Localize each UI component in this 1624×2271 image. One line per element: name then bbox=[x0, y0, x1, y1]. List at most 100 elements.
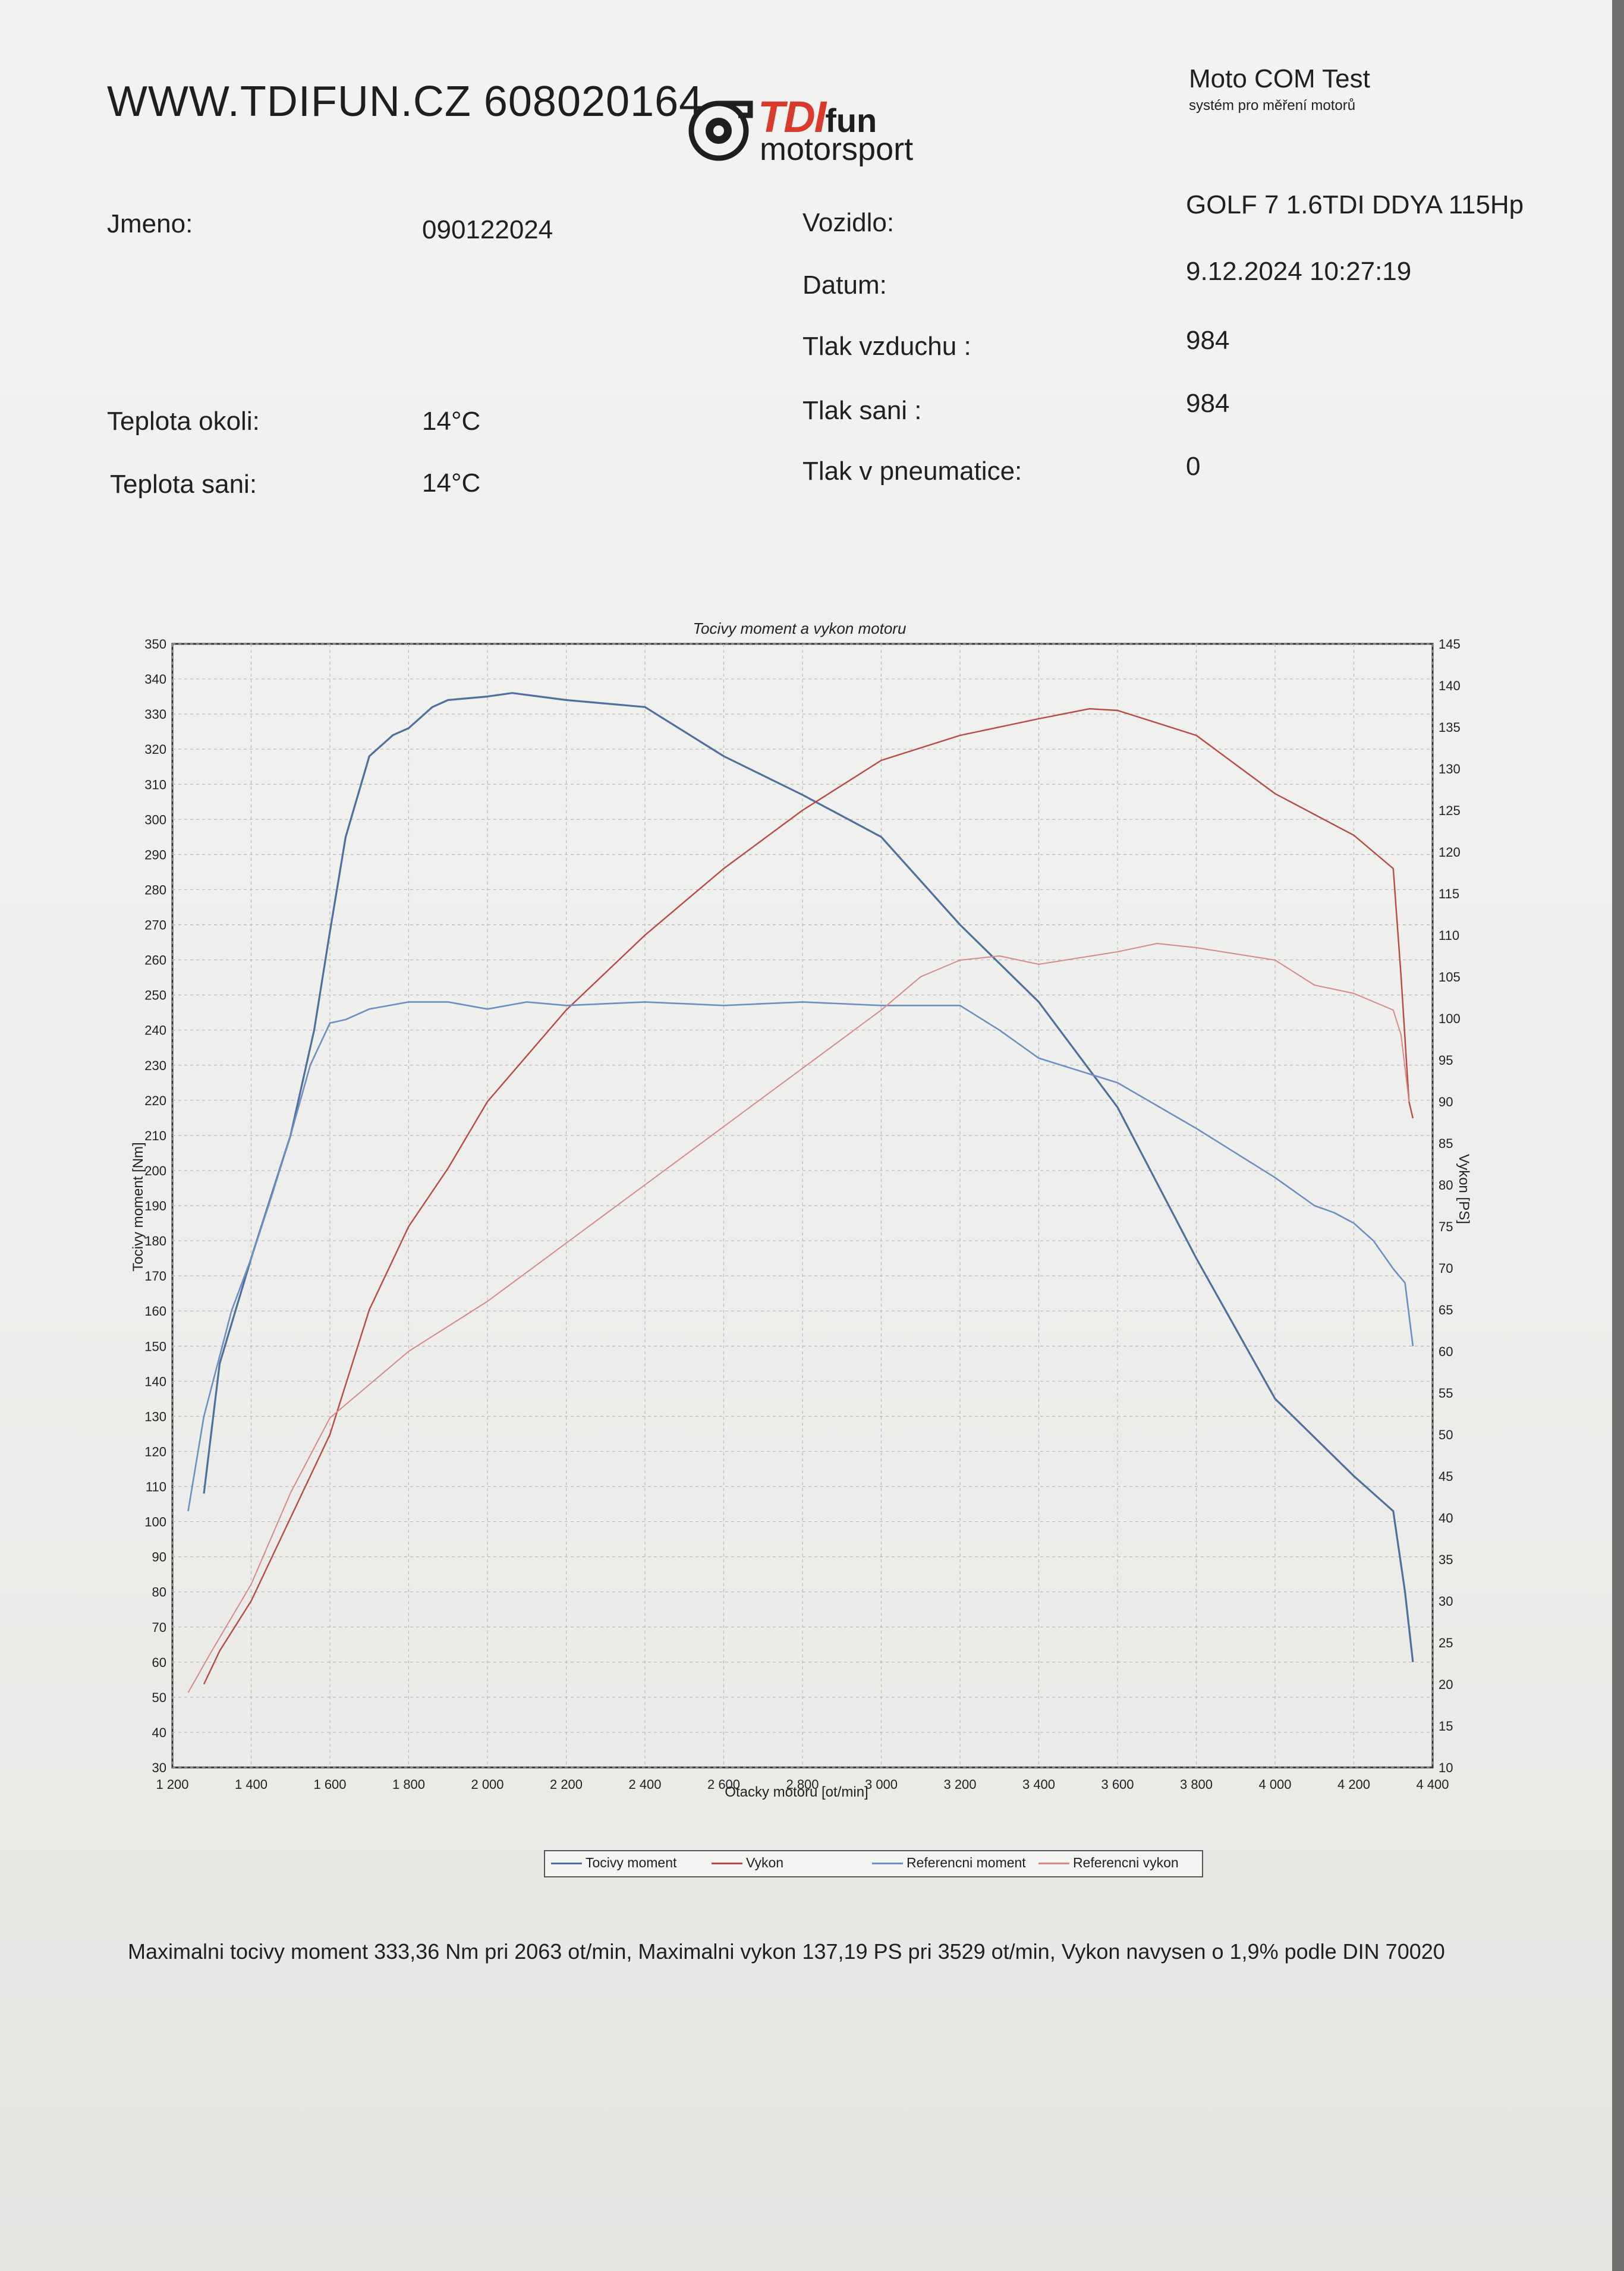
x-tick-label: 1 200 bbox=[156, 1777, 188, 1792]
y2-tick-label: 105 bbox=[1439, 970, 1461, 984]
y2-tick-label: 145 bbox=[1439, 637, 1461, 652]
y2-tick-label: 140 bbox=[1439, 678, 1461, 693]
turbo-icon bbox=[688, 100, 753, 161]
logo-brand-suffix: fun bbox=[825, 102, 877, 139]
website-phone: WWW.TDIFUN.CZ 608020164 bbox=[107, 78, 704, 125]
y2-tick-label: 60 bbox=[1439, 1344, 1453, 1359]
system-name: Moto COM Test bbox=[1189, 64, 1370, 93]
y2-tick-label: 120 bbox=[1439, 845, 1461, 860]
y-tick-label: 250 bbox=[144, 988, 166, 1003]
y-tick-label: 120 bbox=[144, 1444, 166, 1459]
legend-item-ref-torque: Referencni moment bbox=[872, 1855, 1026, 1871]
y2-tick-label: 100 bbox=[1439, 1011, 1461, 1026]
legend-item-ref-power: Referencni vykon bbox=[1038, 1855, 1179, 1871]
teplota-sani-label: Teplota sani: bbox=[110, 470, 257, 499]
y2-tick-label: 20 bbox=[1439, 1677, 1453, 1692]
y-tick-label: 60 bbox=[152, 1655, 166, 1670]
y2-tick-label: 70 bbox=[1439, 1261, 1453, 1276]
y-tick-label: 260 bbox=[144, 953, 166, 968]
y2-tick-label: 65 bbox=[1439, 1303, 1453, 1317]
chart-legend: Tocivy moment Vykon Referencni moment Re… bbox=[544, 1850, 1203, 1877]
y-tick-label: 210 bbox=[144, 1128, 166, 1143]
x-tick-label: 2 400 bbox=[628, 1777, 661, 1792]
summary-line: Maximalni tocivy moment 333,36 Nm pri 20… bbox=[128, 1939, 1445, 1964]
x-tick-label: 3 400 bbox=[1022, 1777, 1055, 1792]
y-tick-label: 150 bbox=[144, 1339, 166, 1354]
y2-tick-label: 110 bbox=[1439, 928, 1459, 943]
y2-tick-label: 15 bbox=[1439, 1719, 1453, 1734]
x-tick-label: 1 400 bbox=[235, 1777, 267, 1792]
y-tick-label: 330 bbox=[144, 707, 166, 722]
series-line-torque bbox=[203, 692, 1414, 1662]
y-tick-label: 220 bbox=[144, 1093, 166, 1108]
y2-tick-label: 10 bbox=[1439, 1760, 1453, 1775]
y2-tick-label: 135 bbox=[1439, 720, 1461, 735]
y-tick-label: 270 bbox=[144, 918, 166, 933]
y-tick-label: 350 bbox=[144, 637, 166, 652]
vozidlo-value: GOLF 7 1.6TDI DDYA 115Hp bbox=[1186, 190, 1524, 219]
vozidlo-label: Vozidlo: bbox=[802, 208, 895, 237]
legend-swatch bbox=[551, 1863, 582, 1865]
dyno-chart: 30 40 50 60 70 80 90 100 110 120 130 140 150 160 170 18… bbox=[130, 619, 1472, 1800]
datum-value: 9.12.2024 10:27:19 bbox=[1186, 257, 1412, 286]
y-tick-label: 180 bbox=[144, 1234, 166, 1248]
chart-title: Tocivy moment a vykon motoru bbox=[693, 619, 907, 637]
y2-tick-label: 50 bbox=[1439, 1427, 1453, 1442]
datum-label: Datum: bbox=[802, 270, 887, 300]
tlak-pneumatice-label: Tlak v pneumatice: bbox=[802, 457, 1022, 486]
y-tick-label: 200 bbox=[144, 1163, 166, 1178]
y-tick-label: 160 bbox=[144, 1304, 166, 1319]
x-tick-label: 2 800 bbox=[786, 1777, 819, 1792]
series-line-power bbox=[203, 707, 1414, 1685]
tdifun-logo: TDIfun motorsport bbox=[684, 89, 945, 167]
teplota-okoli-label: Teplota okoli: bbox=[107, 407, 260, 436]
y2-tick-label: 30 bbox=[1439, 1594, 1453, 1609]
y-tick-label: 70 bbox=[152, 1620, 166, 1635]
y2-tick-label: 25 bbox=[1439, 1635, 1453, 1650]
y-tick-label: 170 bbox=[144, 1269, 166, 1284]
y2-tick-label: 130 bbox=[1439, 762, 1461, 776]
x-tick-label: 2 200 bbox=[550, 1777, 583, 1792]
legend-item-torque: Tocivy moment bbox=[551, 1855, 676, 1871]
y-tick-label: 290 bbox=[144, 847, 166, 862]
x-tick-label: 2 600 bbox=[707, 1777, 740, 1792]
y2-tick-label: 85 bbox=[1439, 1136, 1453, 1151]
x-tick-label: 2 000 bbox=[471, 1777, 503, 1792]
x-axis-label: Otacky motoru [ot/min] bbox=[725, 1784, 868, 1800]
y-tick-label: 50 bbox=[152, 1690, 166, 1705]
legend-item-power: Vykon bbox=[712, 1855, 783, 1871]
y-tick-label: 190 bbox=[144, 1199, 166, 1213]
system-subtitle: systém pro měření motorů bbox=[1189, 97, 1356, 114]
y2-tick-label: 75 bbox=[1439, 1219, 1453, 1234]
y2-tick-label: 40 bbox=[1439, 1511, 1453, 1525]
x-tick-label: 1 800 bbox=[392, 1777, 425, 1792]
x-tick-label: 4 400 bbox=[1416, 1777, 1449, 1792]
x-tick-label: 4 200 bbox=[1337, 1777, 1370, 1792]
y-tick-label: 300 bbox=[144, 812, 166, 827]
y-axis-label: Tocivy moment [Nm] bbox=[130, 1142, 146, 1271]
y2-tick-label: 95 bbox=[1439, 1053, 1453, 1068]
y-tick-label: 230 bbox=[144, 1058, 166, 1073]
y2-tick-label: 125 bbox=[1439, 803, 1461, 818]
y-tick-label: 280 bbox=[144, 882, 166, 897]
jmeno-label: Jmeno: bbox=[107, 209, 193, 238]
x-tick-label: 3 800 bbox=[1180, 1777, 1213, 1792]
y-tick-label: 90 bbox=[152, 1550, 166, 1565]
y-tick-label: 110 bbox=[146, 1480, 166, 1495]
x-tick-label: 3 200 bbox=[943, 1777, 976, 1792]
y-tick-label: 30 bbox=[152, 1760, 166, 1775]
teplota-sani-value: 14°C bbox=[422, 468, 481, 498]
x-tick-label: 1 600 bbox=[313, 1777, 346, 1792]
series-line-ref-power bbox=[187, 943, 1410, 1693]
y-tick-label: 240 bbox=[144, 1023, 166, 1038]
y-tick-label: 40 bbox=[152, 1725, 166, 1740]
y2-tick-label: 45 bbox=[1439, 1469, 1453, 1484]
x-tick-label: 3 600 bbox=[1101, 1777, 1134, 1792]
logo-subtitle: motorsport bbox=[760, 131, 914, 167]
legend-swatch bbox=[872, 1863, 903, 1865]
tlak-sani-label: Tlak sani : bbox=[802, 396, 922, 425]
y-tick-label: 310 bbox=[144, 777, 166, 792]
y-tick-label: 100 bbox=[144, 1515, 166, 1530]
legend-swatch bbox=[1038, 1863, 1069, 1865]
